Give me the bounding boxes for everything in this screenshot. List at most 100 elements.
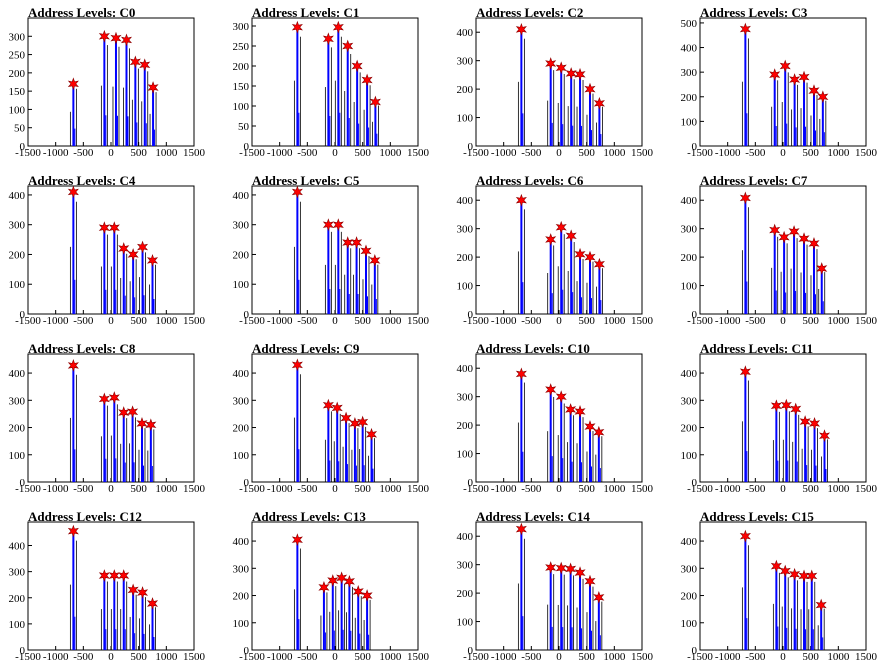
peak-marker <box>545 57 557 70</box>
chart-panel-15: 0 100 200 300 400 -1500 -1000 -500 0 500 1000 1500 A… <box>672 504 896 672</box>
x-tick-label: 500 <box>354 651 371 663</box>
peak-marker <box>798 569 810 583</box>
y-tick-label: 200 <box>9 593 26 605</box>
chart-svg: 0 50 100 150 200 250 300 -1500 -1000 -500 0 500 1000… <box>233 17 430 159</box>
y-tick-label: 100 <box>233 279 250 291</box>
y-tick-label: 100 <box>233 618 250 630</box>
peak-marker <box>340 411 352 425</box>
y-tick-label: 200 <box>681 92 698 104</box>
chart-panel-3: 0 100 200 300 400 500 -1500 -1000 -500 0 500 1000 15… <box>672 0 896 168</box>
x-tick-label: -1500 <box>15 147 41 159</box>
x-tick-label: 500 <box>578 147 595 159</box>
axes-frame <box>251 353 419 483</box>
x-tick-label: 1500 <box>407 651 430 663</box>
chart-panel-2: 0 100 200 300 400 -1500 -1000 -500 0 500 1000 1500 A… <box>448 0 672 168</box>
y-tick-label: 150 <box>9 86 26 98</box>
x-tick-label: 1000 <box>379 147 402 159</box>
peak-marker <box>146 597 159 610</box>
peak-marker <box>342 236 354 249</box>
y-tick-label: 400 <box>9 541 26 553</box>
y-tick-label: 400 <box>457 531 474 543</box>
y-tick-label: 300 <box>9 395 26 407</box>
chart-title: Address Levels: C3 <box>700 5 808 20</box>
chart-title: Address Levels: C10 <box>476 341 590 356</box>
y-tick-label: 300 <box>233 21 250 33</box>
x-tick-label: -1500 <box>15 315 41 327</box>
x-tick-label: 500 <box>802 483 819 495</box>
peak-marker <box>108 569 120 582</box>
x-tick-label: -1500 <box>15 651 41 663</box>
chart-panel-12: 0 100 200 300 400 -1500 -1000 -500 0 500 1000 1500 A… <box>0 504 224 672</box>
y-tick-label: 0 <box>692 477 698 489</box>
x-tick-label: -1500 <box>463 315 489 327</box>
x-tick-label: -500 <box>745 147 766 159</box>
chart-svg: 0 100 200 300 400 -1500 -1000 -500 0 500 1000 1500 <box>457 185 654 327</box>
peak-marker <box>369 254 381 267</box>
chart-svg: 0 50 100 150 200 250 300 -1500 -1000 -500 0 500 1000… <box>9 17 206 159</box>
chart-title: Address Levels: C0 <box>28 5 136 20</box>
y-tick-label: 100 <box>9 619 26 631</box>
y-tick-label: 50 <box>238 121 250 133</box>
peak-marker <box>98 29 110 43</box>
peak-marker <box>790 402 802 416</box>
peak-marker <box>584 250 596 264</box>
x-tick-label: -1000 <box>267 315 293 327</box>
y-tick-label: 100 <box>9 450 26 462</box>
y-tick-label: 400 <box>233 536 250 548</box>
x-tick-label: -1500 <box>463 651 489 663</box>
x-tick-label: 1500 <box>183 483 206 495</box>
peak-marker <box>147 81 159 94</box>
x-tick-label: -1000 <box>715 651 741 663</box>
peak-marker <box>789 567 801 581</box>
x-tick-label: 1000 <box>155 315 178 327</box>
y-tick-label: 100 <box>233 450 250 462</box>
x-tick-label: 1000 <box>603 483 626 495</box>
peak-marker <box>357 415 369 429</box>
y-tick-label: 300 <box>9 31 26 43</box>
peak-marker <box>365 427 378 441</box>
y-tick-label: 400 <box>681 536 698 548</box>
peak-marker <box>327 574 339 587</box>
peak-marker <box>815 598 827 612</box>
peak-marker <box>565 67 577 80</box>
x-tick-label: 1500 <box>407 315 430 327</box>
x-tick-label: -1000 <box>267 483 293 495</box>
peak-marker <box>67 524 79 538</box>
y-tick-label: 200 <box>681 252 698 264</box>
peak-marker <box>98 569 110 582</box>
peak-marker <box>118 406 130 419</box>
peak-marker <box>593 257 605 271</box>
x-tick-label: -1500 <box>239 315 265 327</box>
y-tick-label: 400 <box>681 195 698 207</box>
peak-marker <box>584 82 596 96</box>
peak-marker <box>515 22 527 36</box>
peak-marker <box>545 383 557 396</box>
y-tick-label: 0 <box>244 309 250 321</box>
y-tick-label: 250 <box>233 41 250 53</box>
peak-marker <box>769 223 781 237</box>
y-tick-label: 200 <box>9 68 26 80</box>
peak-marker <box>139 58 151 72</box>
peak-marker <box>593 590 605 604</box>
peak-marker <box>336 571 348 585</box>
peak-marker <box>361 73 373 87</box>
peak-marker <box>98 221 110 235</box>
x-tick-label: -1500 <box>239 147 265 159</box>
peak-marker <box>574 67 586 81</box>
y-tick-label: 0 <box>468 477 474 489</box>
peak-marker <box>351 236 363 249</box>
y-tick-label: 200 <box>457 420 474 432</box>
y-tick-label: 0 <box>20 645 26 657</box>
y-tick-label: 300 <box>457 560 474 572</box>
peak-marker <box>818 429 831 443</box>
peak-marker <box>555 220 567 234</box>
peak-marker <box>129 55 141 69</box>
peak-marker <box>120 33 133 47</box>
chart-title: Address Levels: C6 <box>476 173 584 188</box>
x-tick-label: -500 <box>745 483 766 495</box>
y-tick-label: 200 <box>681 591 698 603</box>
x-tick-label: -1500 <box>687 651 713 663</box>
peak-marker <box>574 566 586 580</box>
peak-marker <box>816 262 828 275</box>
y-tick-label: 400 <box>457 27 474 39</box>
